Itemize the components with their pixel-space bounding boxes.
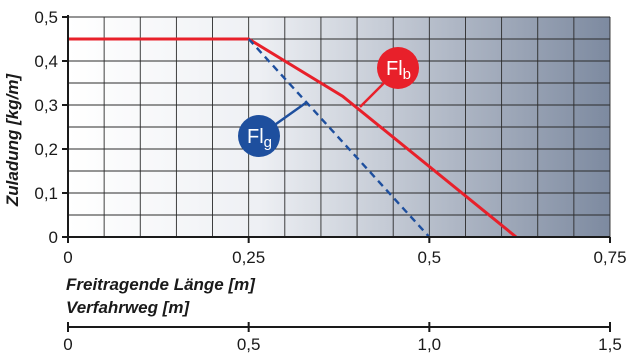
x-tick-label: 0 [63, 248, 72, 267]
x2-tick-label: 1,5 [598, 335, 622, 354]
x-tick-label: 0,25 [232, 248, 265, 267]
y-tick-label: 0,5 [34, 8, 58, 27]
y-tick-label: 0,1 [34, 184, 58, 203]
x-tick-label: 0,5 [418, 248, 442, 267]
x2-tick-label: 0,5 [237, 335, 261, 354]
y-tick-label: 0,4 [34, 52, 58, 71]
series-badge-sub-g: g [264, 134, 272, 151]
series-badge-sub-b: b [403, 66, 411, 83]
x-tick-label: 0,75 [593, 248, 626, 267]
y-tick-label: 0 [49, 228, 58, 247]
y-axis-title: Zuladung [kg/m] [3, 73, 22, 208]
x2-tick-label: 0 [63, 335, 72, 354]
x2-axis-title: Verfahrweg [m] [66, 298, 190, 317]
y-tick-label: 0,2 [34, 140, 58, 159]
x-axis-title: Freitragende Länge [m] [66, 275, 256, 294]
y-tick-label: 0,3 [34, 96, 58, 115]
x2-tick-label: 1,0 [418, 335, 442, 354]
